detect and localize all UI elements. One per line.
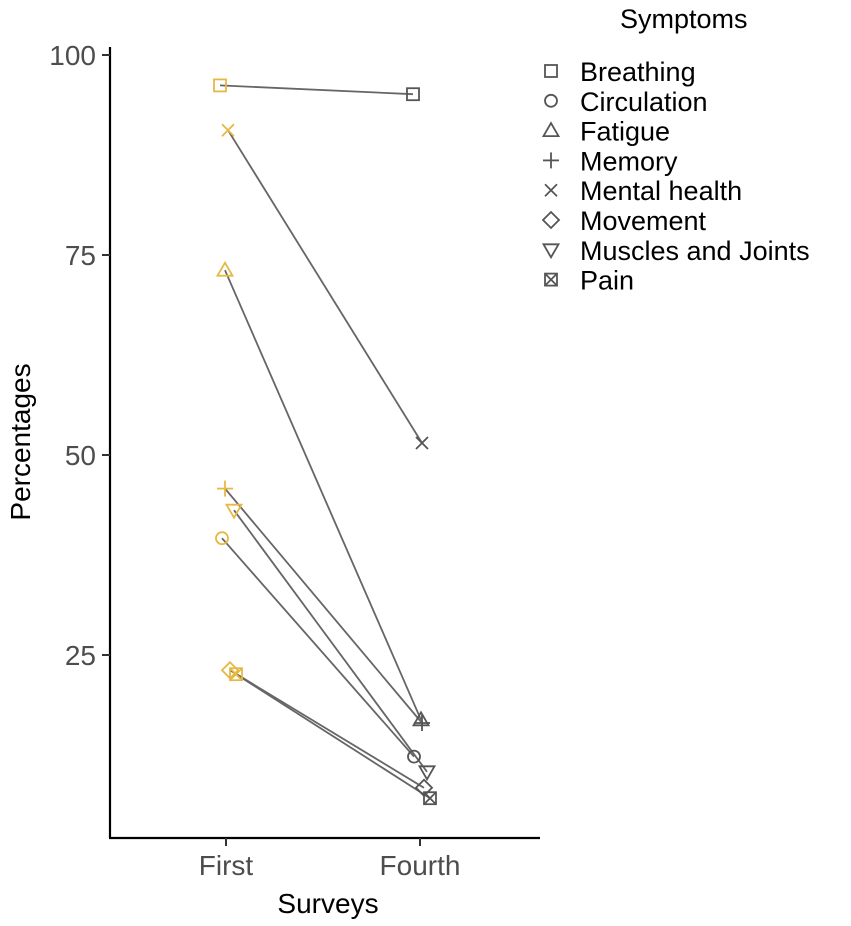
legend-item-mental-health: Mental health [544,176,742,206]
point-fourth-memory [414,715,430,731]
x-tick-label-fourth: Fourth [380,850,461,881]
legend-item-memory: Memory [543,146,678,176]
legend-item-fatigue: Fatigue [541,117,670,147]
point-fourth-fatigue [411,710,431,727]
point-fourth-breathing [406,87,420,102]
legend-label-movement: Movement [580,206,707,236]
x-axis-title: Surveys [277,888,378,919]
legend-key-memory [543,152,559,169]
legend-key-circulation [544,93,558,108]
legend-label-circulation: Circulation [580,87,708,117]
point-first-muscles-and-joints [224,503,244,520]
legend-item-breathing: Breathing [544,57,696,87]
y-tick-label-75: 75 [65,240,96,271]
series-line-memory [224,488,423,724]
legend-key-fatigue [541,121,561,138]
point-fourth-muscles-and-joints [417,765,437,782]
legend: Symptoms BreathingCirculationFatigueMemo… [541,4,810,296]
legend-key-breathing [544,64,558,78]
series-line-fatigue [224,269,422,721]
point-first-memory [217,480,233,497]
x-ticks: First Fourth [199,838,461,881]
legend-item-circulation: Circulation [544,87,708,117]
legend-label-fatigue: Fatigue [580,117,670,147]
point-first-circulation [215,531,229,546]
point-fourth-circulation [407,749,421,764]
legend-item-pain: Pain [544,266,634,296]
series-line-mental-health [227,129,423,444]
series-line-pain [235,673,431,799]
legend-key-movement [541,210,561,230]
legend-key-muscles-and-joints [541,243,561,260]
y-axis-title: Percentages [5,363,36,520]
y-tick-label-100: 100 [49,40,96,71]
legend-label-mental-health: Mental health [580,176,742,206]
legend-key-pain [544,272,558,287]
series-line-circulation [221,537,415,758]
legend-key-mental-health [544,183,558,197]
y-tick-label-25: 25 [65,640,96,671]
plot-area [213,78,437,806]
y-ticks: 25 50 75 100 [49,40,110,671]
legend-label-breathing: Breathing [580,57,696,87]
x-tick-label-first: First [199,850,254,881]
series-line-movement [229,669,425,789]
legend-label-memory: Memory [580,146,678,176]
point-fourth-mental-health [415,436,429,450]
legend-item-muscles-and-joints: Muscles and Joints [541,236,810,266]
point-first-breathing [213,78,227,93]
point-fourth-pain [423,791,437,806]
legend-label-pain: Pain [580,266,634,296]
data-points [213,78,437,806]
point-first-mental-health [221,123,235,137]
point-first-pain [229,667,243,682]
legend-label-muscles-and-joints: Muscles and Joints [580,236,810,266]
series-line-breathing [219,84,414,96]
y-tick-label-50: 50 [65,440,96,471]
series-line-muscles-and-joints [233,509,428,773]
legend-items: BreathingCirculationFatigueMemoryMental … [541,57,810,296]
point-first-fatigue [215,260,235,277]
legend-item-movement: Movement [541,206,707,236]
legend-title: Symptoms [620,4,748,34]
series-lines [219,84,431,799]
